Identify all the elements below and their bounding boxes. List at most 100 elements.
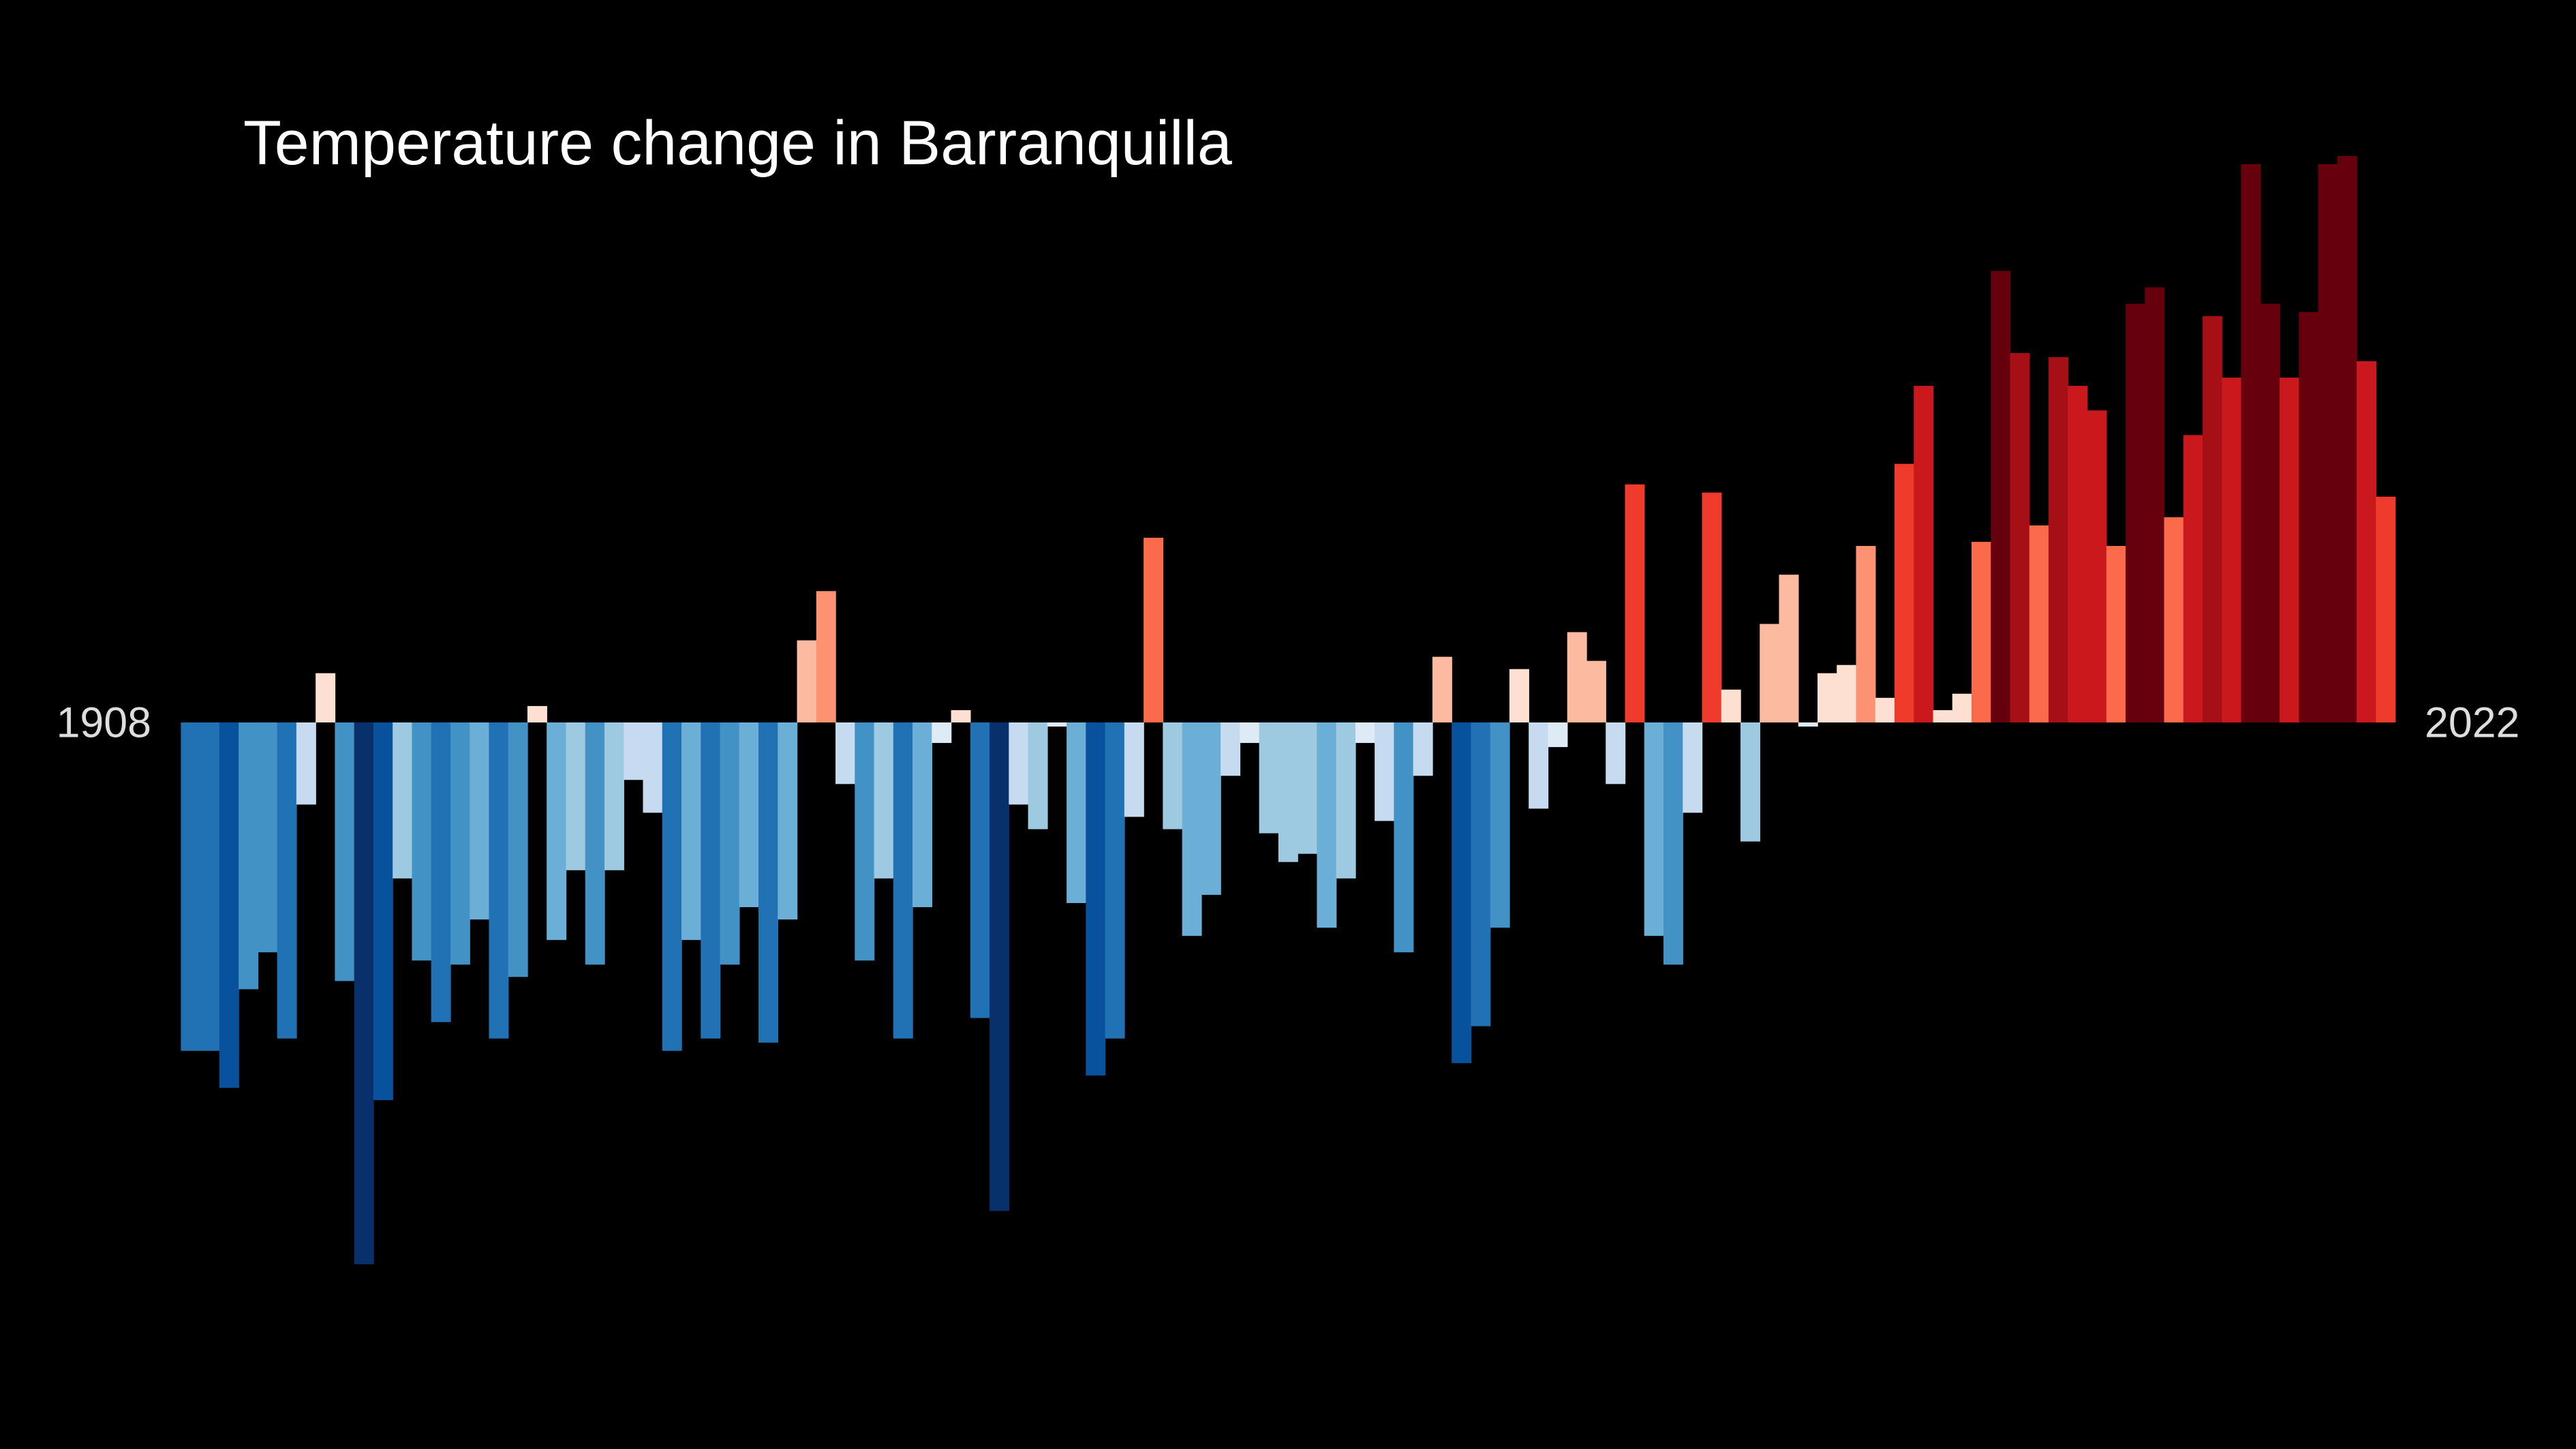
bar (2357, 361, 2377, 722)
bar (874, 722, 894, 879)
bar (1548, 722, 1568, 748)
bar (1991, 271, 2011, 722)
bar (1798, 722, 1818, 727)
bar (2183, 435, 2203, 722)
bar (1817, 673, 1837, 722)
bar (2337, 155, 2357, 722)
bar (662, 722, 682, 1051)
bar (239, 722, 259, 990)
bar (2376, 496, 2396, 722)
bar (181, 722, 201, 1051)
bar (354, 722, 374, 1264)
bar (951, 710, 971, 722)
bar (720, 722, 740, 965)
bar (1432, 656, 1452, 722)
bar (566, 722, 586, 870)
bar (758, 722, 778, 1043)
bar (296, 722, 316, 805)
bar (2164, 517, 2184, 722)
bar (1644, 722, 1664, 936)
bar (624, 722, 644, 780)
chart-title: Temperature change in Barranquilla (243, 108, 1232, 178)
bar (1471, 722, 1491, 1026)
bar (1586, 660, 1606, 722)
bar (2106, 546, 2126, 722)
bar (990, 722, 1010, 1211)
bar (797, 640, 817, 722)
bar (1067, 722, 1087, 903)
bar (2068, 386, 2088, 722)
bar (1760, 624, 1780, 722)
x-tick-label: 2022 (2425, 699, 2519, 746)
bar (1567, 632, 1587, 722)
bar (1895, 463, 1914, 722)
bar (893, 722, 913, 1039)
bar (681, 722, 701, 941)
bar (1606, 722, 1626, 784)
bar (527, 705, 547, 722)
bar (2280, 378, 2300, 722)
bar (1740, 722, 1760, 842)
bar (1394, 722, 1414, 953)
bar (1124, 722, 1144, 817)
bar (1413, 722, 1433, 776)
bar (1952, 693, 1972, 722)
bar (1490, 722, 1510, 928)
bar (2145, 287, 2165, 722)
bar (2010, 352, 2030, 722)
bar (1779, 575, 1799, 722)
bar (219, 722, 239, 1088)
bar (1259, 722, 1279, 834)
bar (1298, 722, 1318, 854)
bar (604, 722, 624, 870)
bar (547, 722, 567, 941)
bar (855, 722, 875, 961)
bar (1933, 710, 1953, 722)
bar (2222, 378, 2242, 722)
bar (1452, 722, 1472, 1063)
bar (277, 722, 297, 1039)
bar (1856, 546, 1876, 722)
bar (200, 722, 220, 1051)
bar (2241, 164, 2261, 722)
bar (1509, 669, 1529, 722)
bar (2260, 303, 2280, 722)
bar (373, 722, 393, 1101)
bar (431, 722, 451, 1022)
bar (1028, 722, 1048, 829)
bar (932, 722, 952, 744)
x-tick-label: 1908 (57, 699, 151, 746)
bar (585, 722, 605, 965)
bar (335, 722, 355, 981)
bar (1375, 722, 1395, 821)
bar (1009, 722, 1029, 805)
bar (316, 673, 336, 722)
bar (1240, 722, 1260, 744)
bar (970, 722, 990, 1018)
bar (739, 722, 759, 908)
bar (2029, 525, 2049, 722)
bar (1182, 722, 1202, 936)
bar (913, 722, 933, 908)
bar (1221, 722, 1241, 776)
bar (1625, 484, 1645, 722)
bar (1144, 537, 1164, 722)
bar (470, 722, 490, 920)
bar (1702, 492, 1722, 722)
bar (1047, 722, 1067, 727)
bar (1163, 722, 1183, 829)
bar (2126, 303, 2146, 722)
bar (1721, 689, 1741, 722)
bar (1086, 722, 1106, 1076)
bar (489, 722, 509, 1039)
bar (1914, 386, 1934, 722)
bar (1683, 722, 1703, 813)
bar (778, 722, 798, 920)
bar (2203, 316, 2223, 722)
bar (835, 722, 855, 784)
bar (1317, 722, 1337, 928)
bar (393, 722, 413, 879)
bar (1278, 722, 1298, 862)
